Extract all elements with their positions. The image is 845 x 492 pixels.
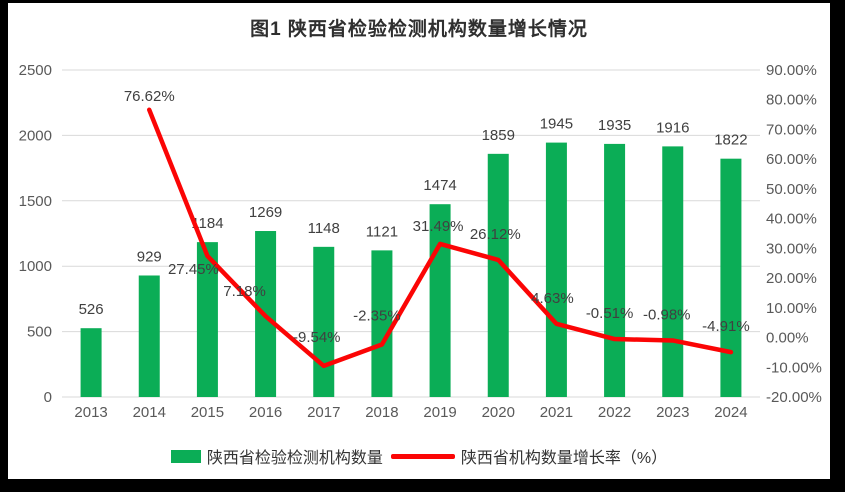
right-axis-tick-label: 70.00% bbox=[766, 121, 817, 138]
bar-value-label: 1859 bbox=[482, 127, 515, 144]
line-point-label: 4.63% bbox=[531, 290, 574, 307]
chart-canvas: 图1 陕西省检验检测机构数量增长情况 0 500 1000 1500 2000 2500 -… bbox=[8, 3, 830, 479]
line-point-label: -0.98% bbox=[643, 306, 691, 323]
x-axis-tick-label: 2018 bbox=[365, 404, 398, 421]
bar-2021 bbox=[545, 142, 567, 397]
bar-value-label: 526 bbox=[79, 301, 104, 318]
line-point-label: -2.35% bbox=[353, 308, 401, 325]
x-axis-tick-label: 2017 bbox=[307, 404, 340, 421]
line-point-label: 27.45% bbox=[168, 261, 219, 278]
x-axis-tick-label: 2013 bbox=[74, 404, 107, 421]
bar-2013 bbox=[80, 328, 102, 397]
right-axis-tick-label: 30.00% bbox=[766, 240, 817, 257]
bar-value-label: 1935 bbox=[598, 117, 631, 134]
x-axis-tick-label: 2022 bbox=[598, 404, 631, 421]
line-point-label: -4.91% bbox=[702, 318, 750, 335]
x-axis-tick-label: 2015 bbox=[191, 404, 224, 421]
bar-2022 bbox=[604, 143, 626, 397]
bar-2015 bbox=[196, 242, 218, 397]
bar-2020 bbox=[487, 153, 509, 397]
bar-value-label: 1916 bbox=[656, 119, 689, 136]
x-axis-tick-label: 2019 bbox=[423, 404, 456, 421]
bar-value-label: 1184 bbox=[191, 215, 223, 232]
x-axis-tick-label: 2021 bbox=[540, 404, 573, 421]
chart-title: 图1 陕西省检验检测机构数量增长情况 bbox=[250, 19, 588, 40]
line-series-legend-label: 陕西省机构数量增长率（%） bbox=[460, 450, 668, 467]
bar-2014 bbox=[138, 275, 160, 397]
right-axis-tick-label: 90.00% bbox=[766, 62, 817, 79]
left-axis-tick-label: 0 bbox=[44, 389, 52, 406]
bar-value-label: 1121 bbox=[366, 223, 398, 240]
growth-rate-line bbox=[147, 107, 734, 369]
bar-2023 bbox=[662, 146, 684, 397]
left-axis-tick-label: 1500 bbox=[19, 193, 52, 210]
x-axis-tick-label: 2024 bbox=[714, 404, 747, 421]
bar-series-legend-label: 陕西省检验检测机构数量 bbox=[206, 450, 383, 467]
bar-2024 bbox=[720, 158, 742, 397]
bar-value-label: 929 bbox=[137, 248, 162, 265]
right-axis-tick-label: 60.00% bbox=[766, 151, 817, 168]
bar-value-label: 1269 bbox=[249, 204, 282, 221]
bar-series-swatch bbox=[170, 449, 201, 463]
right-axis-tick-label: 10.00% bbox=[766, 300, 817, 317]
line-point-label: 7.18% bbox=[223, 283, 266, 300]
left-axis-tick-label: 500 bbox=[27, 324, 52, 341]
left-axis-tick-label: 2000 bbox=[19, 127, 52, 144]
line-point-label: 31.49% bbox=[413, 218, 464, 235]
bar-value-label: 1945 bbox=[540, 116, 573, 133]
line-point-label: 26.12% bbox=[470, 226, 521, 243]
bar-2018 bbox=[371, 250, 393, 397]
x-axis-tick-label: 2020 bbox=[482, 404, 515, 421]
bar-2017 bbox=[313, 246, 335, 397]
right-axis-tick-label: -20.00% bbox=[766, 389, 822, 406]
right-axis-tick-label: 20.00% bbox=[766, 270, 817, 287]
line-point-label: 76.62% bbox=[124, 88, 175, 105]
line-point-label: -0.51% bbox=[586, 305, 634, 322]
right-axis-tick-label: 0.00% bbox=[766, 330, 809, 347]
line-series-swatch bbox=[390, 453, 455, 459]
x-axis-tick-label: 2023 bbox=[656, 404, 689, 421]
chart-legend: 陕西省检验检测机构数量 陕西省机构数量增长率（%） bbox=[8, 444, 830, 468]
bar-value-label: 1148 bbox=[308, 220, 340, 237]
chart-plot: 0 500 1000 1500 2000 2500 -20.00% -10.00% 0.00% 1… bbox=[19, 62, 822, 421]
right-axis-tick-label: -10.00% bbox=[766, 359, 822, 376]
right-axis-tick-label: 80.00% bbox=[766, 92, 817, 109]
line-point-label: -9.54% bbox=[293, 329, 341, 346]
right-axis-tick-label: 40.00% bbox=[766, 211, 817, 228]
x-axis-tick-label: 2014 bbox=[133, 404, 166, 421]
bar-value-label: 1822 bbox=[714, 132, 747, 149]
x-axis-tick-label: 2016 bbox=[249, 404, 282, 421]
bar-value-label: 1474 bbox=[423, 177, 456, 194]
right-axis-tick-label: 50.00% bbox=[766, 181, 817, 198]
left-axis-tick-label: 2500 bbox=[19, 62, 52, 79]
left-axis-tick-label: 1000 bbox=[19, 258, 52, 275]
